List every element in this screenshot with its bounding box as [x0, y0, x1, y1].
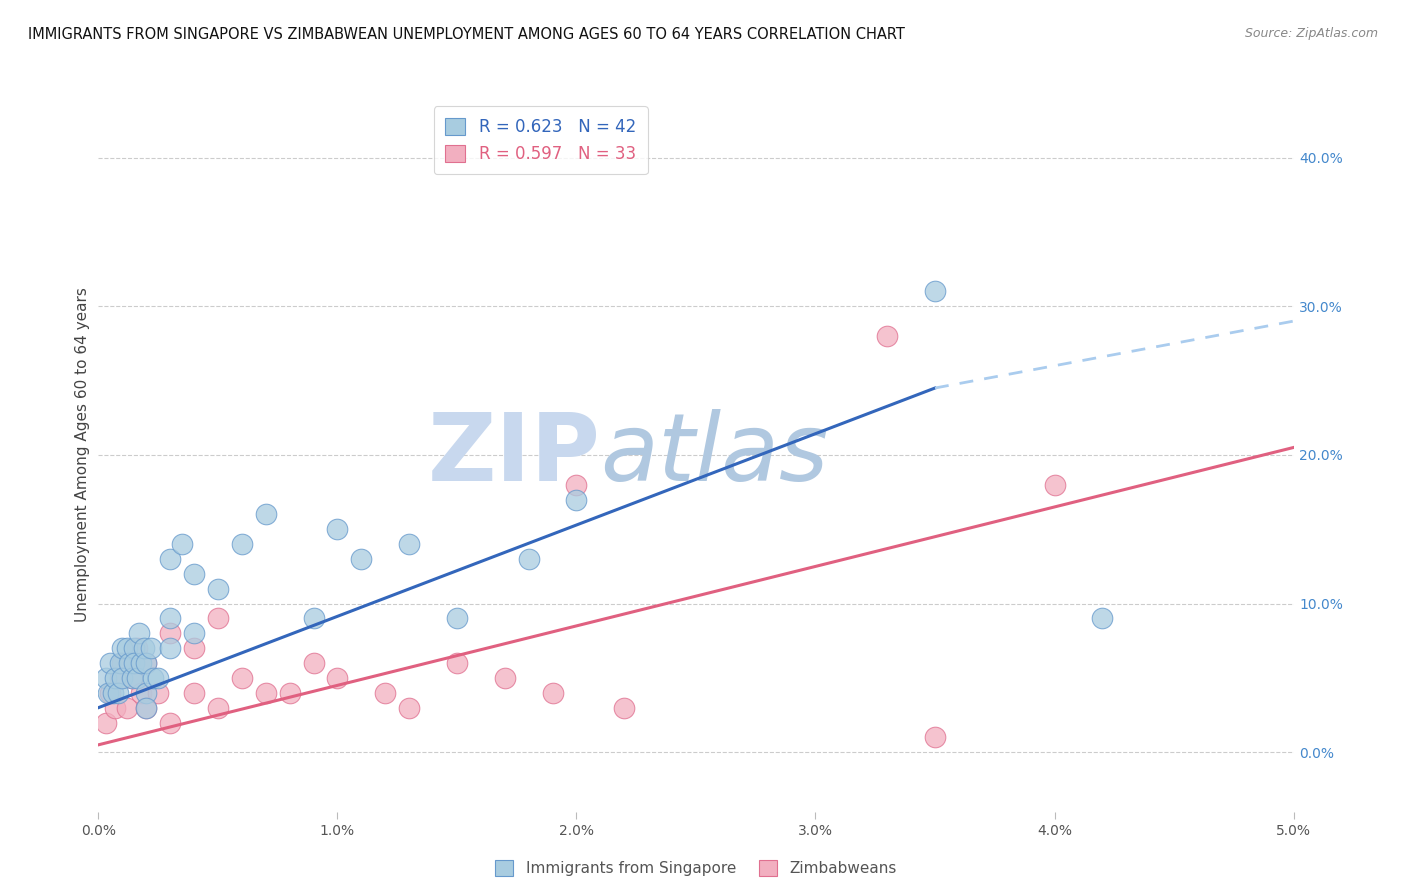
Point	[278, 686, 301, 700]
Point	[1043, 477, 1066, 491]
Point	[565, 477, 588, 491]
Point	[104, 671, 127, 685]
Point	[159, 715, 181, 730]
Point	[172, 537, 194, 551]
Point	[125, 671, 148, 685]
Point	[159, 611, 181, 625]
Point	[207, 700, 229, 714]
Point	[1091, 611, 1114, 625]
Point	[108, 656, 131, 670]
Point	[207, 582, 229, 596]
Point	[231, 537, 253, 551]
Point	[183, 566, 205, 581]
Point	[159, 641, 181, 656]
Point	[148, 671, 170, 685]
Point	[101, 686, 124, 700]
Point	[326, 522, 349, 536]
Point	[131, 656, 153, 670]
Point	[135, 700, 157, 714]
Point	[121, 671, 143, 685]
Point	[132, 641, 155, 656]
Point	[97, 686, 120, 700]
Point	[350, 552, 373, 566]
Point	[517, 552, 540, 566]
Point	[135, 700, 157, 714]
Point	[111, 641, 134, 656]
Point	[183, 641, 205, 656]
Point	[613, 700, 636, 714]
Point	[111, 671, 134, 685]
Point	[124, 656, 146, 670]
Text: ZIP: ZIP	[427, 409, 600, 501]
Point	[118, 656, 141, 670]
Point	[207, 611, 229, 625]
Text: IMMIGRANTS FROM SINGAPORE VS ZIMBABWEAN UNEMPLOYMENT AMONG AGES 60 TO 64 YEARS C: IMMIGRANTS FROM SINGAPORE VS ZIMBABWEAN …	[28, 27, 905, 42]
Point	[124, 641, 146, 656]
Point	[142, 671, 165, 685]
Point	[231, 671, 253, 685]
Point	[254, 686, 277, 700]
Point	[924, 285, 946, 299]
Point	[924, 731, 946, 745]
Point	[183, 626, 205, 640]
Point	[302, 611, 325, 625]
Point	[398, 537, 420, 551]
Point	[135, 656, 157, 670]
Point	[121, 671, 143, 685]
Point	[494, 671, 516, 685]
Point	[374, 686, 396, 700]
Point	[398, 700, 420, 714]
Point	[876, 329, 898, 343]
Text: atlas: atlas	[600, 409, 828, 500]
Point	[302, 656, 325, 670]
Point	[135, 686, 157, 700]
Point	[115, 641, 138, 656]
Point	[135, 656, 157, 670]
Point	[254, 508, 277, 522]
Point	[131, 686, 153, 700]
Point	[125, 641, 148, 656]
Text: Source: ZipAtlas.com: Source: ZipAtlas.com	[1244, 27, 1378, 40]
Point	[94, 715, 117, 730]
Point	[139, 641, 162, 656]
Point	[111, 656, 134, 670]
Point	[159, 626, 181, 640]
Point	[108, 671, 131, 685]
Point	[128, 626, 150, 640]
Point	[94, 671, 117, 685]
Point	[183, 686, 205, 700]
Point	[326, 671, 349, 685]
Point	[100, 686, 122, 700]
Point	[148, 686, 170, 700]
Y-axis label: Unemployment Among Ages 60 to 64 years: Unemployment Among Ages 60 to 64 years	[75, 287, 90, 623]
Legend: Immigrants from Singapore, Zimbabweans: Immigrants from Singapore, Zimbabweans	[489, 855, 903, 882]
Point	[446, 611, 468, 625]
Point	[446, 656, 468, 670]
Point	[541, 686, 564, 700]
Point	[159, 552, 181, 566]
Point	[100, 656, 122, 670]
Point	[565, 492, 588, 507]
Point	[115, 700, 138, 714]
Point	[104, 700, 127, 714]
Point	[107, 686, 129, 700]
